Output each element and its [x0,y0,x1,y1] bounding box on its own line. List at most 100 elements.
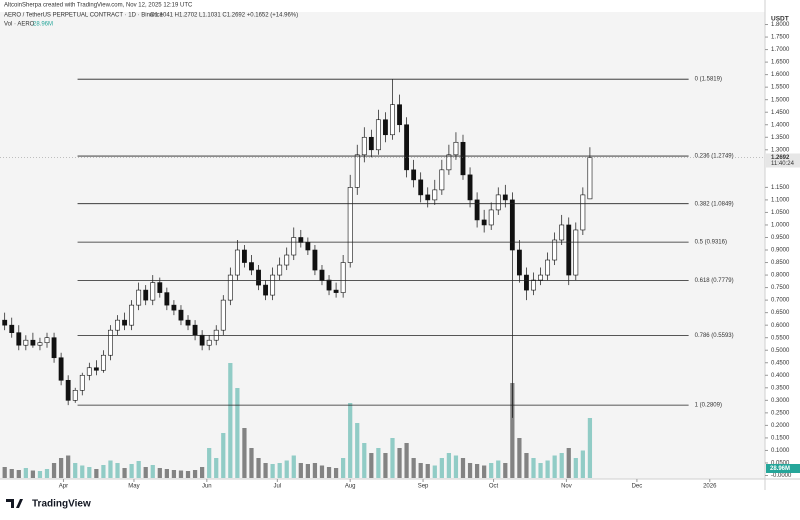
candle-body [291,237,297,256]
y-tick-label: 0.3500 [771,385,790,391]
candle-body [93,367,99,371]
volume-bar [157,468,162,478]
volume-bar [235,388,240,478]
logo-icon [6,499,23,508]
volume-bar [242,428,247,478]
y-tick-label: 1.5000 [771,97,790,103]
y-tick-label: 0.9500 [771,235,790,241]
candle-body [277,264,283,276]
candle-body [390,104,395,136]
volume-bar [411,458,416,478]
volume-bar [503,463,508,478]
volume-bar [80,465,85,478]
y-tick-label: 1.5500 [771,85,790,91]
volume-bar [136,461,141,478]
x-tick-label: Aug [345,484,356,490]
volume-bar [587,418,593,478]
y-tick-label: 1.3000 [771,147,790,153]
volume-bar [559,453,564,478]
candle-body [333,289,339,293]
candle-body [199,334,205,346]
x-tick-label: 2026 [703,484,717,490]
candle-body [23,339,29,346]
candle-body [446,154,452,171]
volume-bar [270,464,275,478]
y-tick-label: 1.7000 [771,47,790,53]
volume-bar [178,470,184,478]
candle-body [16,332,22,346]
y-tick-label: 0.5000 [771,348,790,354]
y-tick-label: 0.6500 [771,310,790,316]
volume-bar [2,467,7,478]
candle-body [58,357,64,381]
volume-bar [291,455,296,478]
candle-body [298,237,304,243]
candle-body [129,304,135,326]
candle-body [263,284,268,296]
ohlc: O1.1041 H1.2702 L1.1031 C1.2692 +0.1652 … [150,13,298,19]
y-tick-label: 0.6000 [771,323,790,329]
volume-bar [249,448,254,478]
fib-label: 0.786 (0.5593) [695,333,734,339]
x-tick-label: Apr [59,484,68,490]
y-tick-label: 0.4500 [771,360,790,366]
credit: AltcoinSherpa created with TradingView.c… [4,3,193,9]
candle-body [545,259,551,276]
volume-value-box [766,464,800,473]
candle-body [531,279,536,291]
y-tick-label: 0.8000 [771,273,790,279]
volume-bar [348,403,353,478]
y-tick-label: 0.9000 [771,248,790,254]
y-tick-label: 1.1500 [771,185,790,191]
candle-body [418,179,424,196]
candle-body [404,124,410,171]
volume-bar [446,453,452,478]
volume-bar [16,470,21,478]
volume-bar [277,463,282,478]
brand: TradingView [32,499,91,510]
volume-bar [341,458,346,478]
volume-bar [404,443,409,478]
y-tick-label: 1.4000 [771,122,790,128]
y-tick-label: 0.8500 [771,260,790,266]
candle-body [474,199,480,221]
volume-bar [482,465,487,478]
candle-body [488,209,494,226]
volume-bar [298,463,303,478]
fib-label: 0.5 (0.9316) [695,240,727,246]
volume-bar [425,464,430,478]
volume-bar [355,423,360,478]
currency: USDT [771,16,789,23]
fib-label: 0.618 (0.7779) [695,278,734,284]
candle-body [86,367,92,376]
candle-body [495,194,501,211]
candle-body [397,104,402,126]
volume-bar [150,465,155,478]
volume-bar [467,463,473,478]
y-tick-label: 0.2000 [771,423,790,429]
candle-body [347,187,353,263]
candle-body [559,224,565,241]
candle-body [9,324,15,333]
volume-bar [9,469,14,478]
candle-body [178,309,184,321]
volume-bar [256,458,261,478]
candle-body [361,136,367,156]
plot-area [0,12,765,479]
volume-bar [517,438,522,478]
candle-body [100,354,106,371]
y-tick-label: 1.1000 [771,197,790,203]
candle-body [115,319,120,331]
y-tick-label: 0.1000 [771,448,790,454]
x-tick-label: Nov [561,484,572,490]
y-tick-label: 0.2500 [771,410,790,416]
candle-body [340,262,346,293]
y-tick-label: 0.4000 [771,373,790,379]
candle-body [368,136,374,151]
symbol: AERO / TetherUS PERPETUAL CONTRACT · 1D … [4,13,164,19]
fib-label: 0.236 (1.2749) [695,154,734,160]
y-tick-label: 1.8000 [771,22,790,28]
candle-body [171,304,177,311]
volume-bar [185,471,191,478]
candle-body [51,337,57,359]
